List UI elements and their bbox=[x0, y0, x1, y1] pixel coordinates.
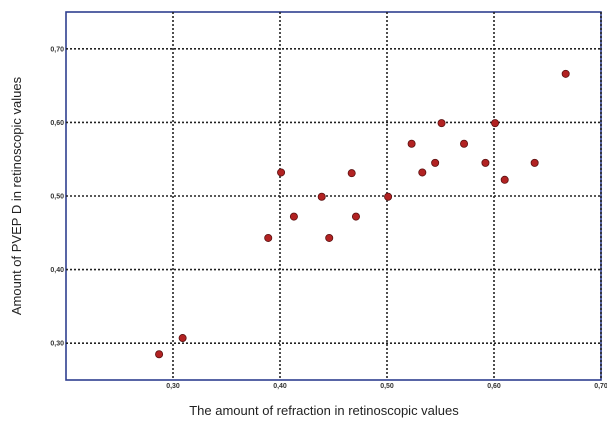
scatter-point bbox=[289, 212, 298, 221]
y-tick-label: 0,60 bbox=[50, 120, 64, 127]
y-tick-label: 0,70 bbox=[50, 46, 64, 53]
tick-labels: 0,30 0,40 0,50 0,60 0,70 0,30 0,40 0,50 0,60 0,70 bbox=[50, 46, 607, 390]
x-tick-label: 0,60 bbox=[487, 383, 501, 390]
scatter-point bbox=[561, 69, 570, 78]
scatter-point bbox=[431, 158, 440, 167]
scatter-point bbox=[491, 119, 500, 128]
scatter-point bbox=[351, 212, 360, 221]
scatter-point bbox=[384, 192, 393, 201]
scatter-point bbox=[277, 168, 286, 177]
y-tick-label: 0,40 bbox=[50, 267, 64, 274]
scatter-point bbox=[460, 139, 469, 148]
scatter-point bbox=[481, 158, 490, 167]
y-tick-label: 0,30 bbox=[50, 341, 64, 348]
data-points bbox=[155, 69, 570, 359]
scatter-point bbox=[178, 334, 187, 343]
scatter-point bbox=[407, 139, 416, 148]
y-tick-label: 0,50 bbox=[50, 194, 64, 201]
x-axis-title: The amount of refraction in retinoscopic… bbox=[189, 403, 459, 418]
y-axis-title: Amount of PVEP D in retinoscopic values bbox=[9, 76, 24, 315]
scatter-point bbox=[437, 119, 446, 128]
x-tick-label: 0,50 bbox=[380, 383, 394, 390]
scatter-point bbox=[264, 233, 273, 242]
scatter-point bbox=[500, 175, 509, 184]
x-tick-label: 0,40 bbox=[273, 383, 287, 390]
x-tick-label: 0,30 bbox=[166, 383, 180, 390]
x-tick-label: 0,70 bbox=[594, 383, 607, 390]
scatter-point bbox=[317, 192, 326, 201]
scatter-point bbox=[155, 350, 164, 359]
scatter-point bbox=[347, 169, 356, 178]
scatter-point bbox=[325, 233, 334, 242]
scatter-point bbox=[418, 168, 427, 177]
scatter-point bbox=[530, 158, 539, 167]
